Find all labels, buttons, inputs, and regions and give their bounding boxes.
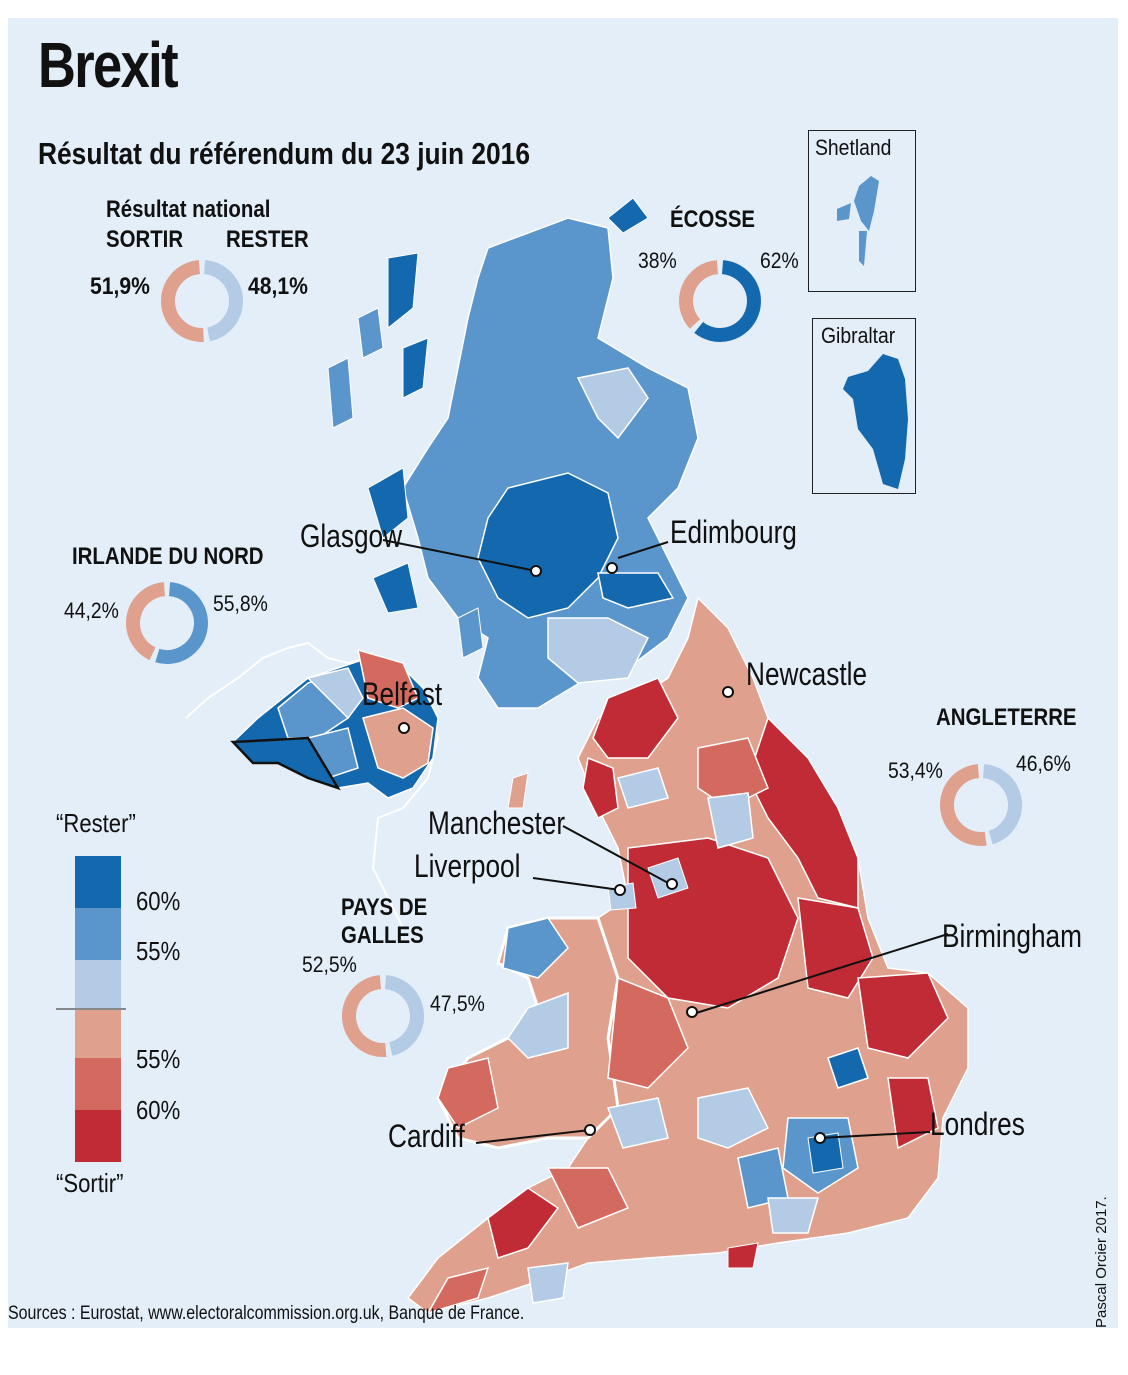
donut-remain-arc: [384, 975, 424, 1056]
northern-ireland-name: IRLANDE DU NORD: [72, 543, 264, 570]
scotland-name: ÉCOSSE: [670, 206, 756, 233]
scotland-remain-pct: 62%: [760, 248, 799, 273]
donut-northern-ireland: [126, 582, 208, 664]
author-credit: Pascal Orcier 2017.: [1093, 1196, 1110, 1328]
birmingham-marker: [686, 1006, 698, 1018]
legend-tick-remain-55: 55%: [136, 936, 181, 966]
city-label-glasgow: Glasgow: [300, 518, 403, 554]
donut-remain-arc: [694, 260, 761, 342]
city-label-belfast: Belfast: [362, 676, 443, 712]
national-leave-label: SORTIR: [106, 226, 184, 253]
national-heading: Résultat national: [106, 196, 271, 223]
gibraltar-peninsula-icon: [843, 354, 908, 489]
legend-scale: [56, 856, 126, 1162]
city-label-cardiff: Cardiff: [388, 1118, 465, 1154]
page-subtitle: Résultat du référendum du 23 juin 2016: [38, 136, 531, 171]
legend-remain-label: “Rester”: [56, 808, 136, 838]
england-leave-pct: 53,4%: [888, 758, 943, 783]
cardiff-marker: [584, 1124, 596, 1136]
edinburgh-marker: [606, 562, 618, 574]
scotland-leave-pct: 38%: [638, 248, 677, 273]
donut-remain-arc: [155, 582, 208, 664]
shetland-inset: Shetland: [808, 130, 916, 292]
liverpool-marker: [614, 884, 626, 896]
legend-tick-leave-55: 55%: [136, 1044, 181, 1074]
northern-ireland: [230, 648, 439, 799]
legend-tick-leave-60: 60%: [136, 1095, 181, 1125]
page-title: Brexit: [38, 29, 179, 101]
city-label-manchester: Manchester: [428, 805, 566, 841]
donut-national: [161, 260, 243, 342]
donut-remain-arc: [982, 764, 1022, 845]
national-remain-label: RESTER: [226, 226, 309, 253]
gibraltar-inset: Gibraltar: [812, 318, 916, 494]
donut-leave-arc: [161, 260, 204, 342]
scotland: [327, 197, 699, 709]
donut-leave-arc: [126, 582, 166, 661]
donut-england: [940, 764, 1022, 846]
donut-scotland: [679, 260, 761, 342]
uk-referendum-map: [56, 197, 969, 1315]
glasgow-marker: [530, 565, 542, 577]
wales-remain-pct: 47,5%: [430, 991, 485, 1016]
donut-leave-arc: [940, 764, 987, 846]
gibraltar-label: Gibraltar: [821, 323, 896, 348]
city-markers: [382, 539, 949, 1144]
wales-name-line2: GALLES: [341, 922, 424, 949]
donut-wales: [342, 975, 424, 1057]
city-label-liverpool: Liverpool: [414, 848, 521, 884]
england-wales: [406, 596, 969, 1315]
wales-name-line1: PAYS DE: [341, 894, 428, 921]
northern-ireland-leave-pct: 44,2%: [64, 598, 119, 623]
city-label-edinburgh: Edimbourg: [670, 514, 797, 550]
city-label-london: Londres: [930, 1106, 1025, 1142]
city-label-newcastle: Newcastle: [746, 656, 868, 692]
legend-leave-label: “Sortir”: [56, 1168, 124, 1198]
map-figure: Shetland Gibraltar Brexit Résultat du ré…: [8, 18, 1118, 1328]
belfast-marker: [398, 722, 410, 734]
sources-note: Sources : Eurostat, www.electoralcommiss…: [8, 1303, 525, 1324]
legend-tick-remain-60: 60%: [136, 886, 181, 916]
city-label-birmingham: Birmingham: [942, 918, 1082, 954]
england-name: ANGLETERRE: [936, 704, 1077, 731]
wales-leave-pct: 52,5%: [302, 952, 357, 977]
london-marker: [814, 1132, 826, 1144]
northern-ireland-remain-pct: 55,8%: [213, 591, 268, 616]
shetland-label: Shetland: [815, 135, 892, 160]
donut-leave-arc: [679, 260, 719, 329]
shetland-islands-icon: [837, 176, 879, 266]
newcastle-marker: [722, 686, 734, 698]
national-remain-pct: 48,1%: [248, 273, 308, 300]
manchester-marker: [666, 878, 678, 890]
donut-leave-arc: [342, 975, 387, 1057]
donut-remain-arc: [203, 260, 243, 342]
national-leave-pct: 51,9%: [90, 273, 150, 300]
england-remain-pct: 46,6%: [1016, 751, 1071, 776]
